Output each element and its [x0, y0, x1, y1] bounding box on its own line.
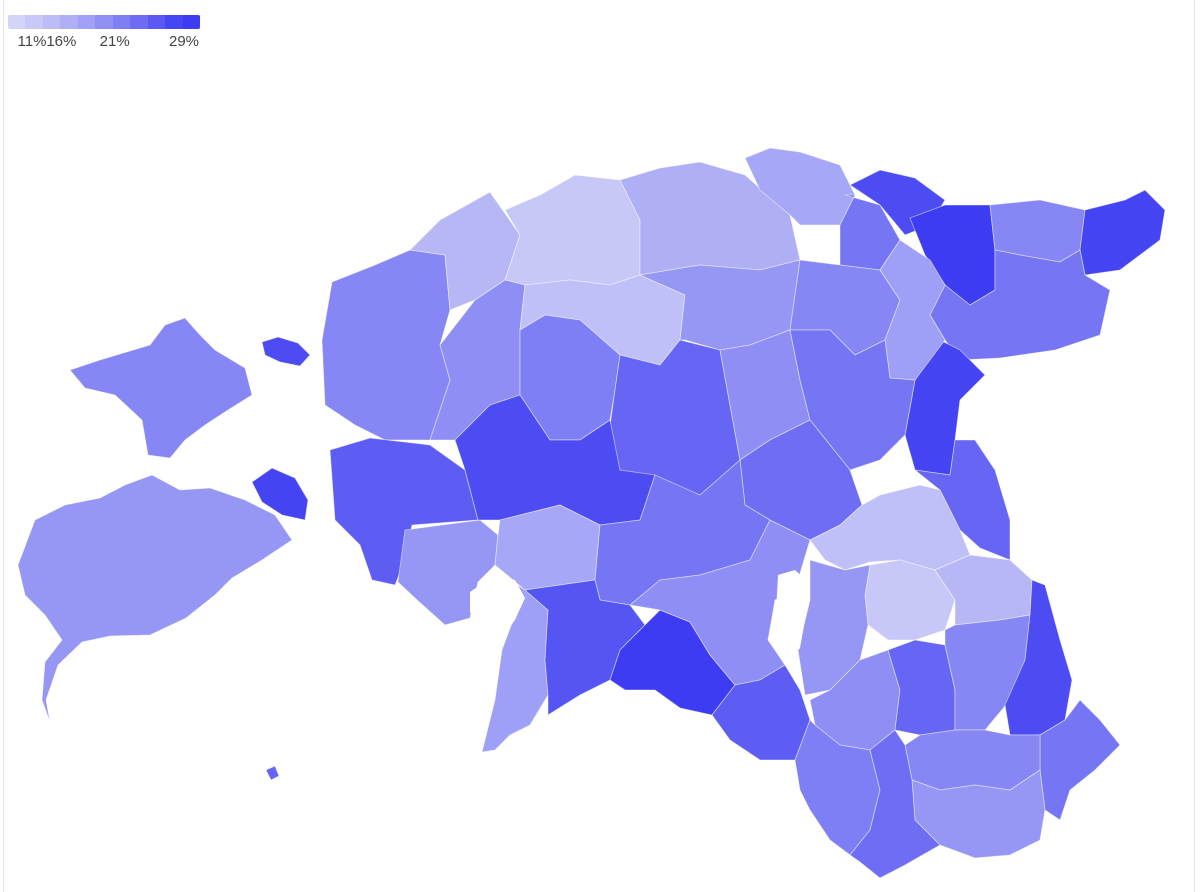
legend-tick-21: 21% — [99, 33, 130, 50]
region-tallinn-center[interactable] — [504, 174, 641, 286]
region-lanemaa-north[interactable] — [321, 249, 451, 441]
region-karksi[interactable] — [711, 664, 811, 761]
lake-vortsjarv — [776, 570, 808, 660]
legend-step-1 — [25, 15, 43, 29]
region-rouge[interactable] — [849, 729, 941, 879]
region-rakvere[interactable] — [879, 239, 946, 381]
region-vormsi[interactable] — [261, 336, 311, 367]
region-tori[interactable] — [494, 504, 601, 591]
legend-step-10 — [182, 15, 200, 29]
region-iisaku[interactable] — [904, 339, 986, 476]
region-kihnu[interactable] — [265, 765, 280, 781]
legend-step-2 — [42, 15, 61, 29]
legend-step-5 — [95, 15, 113, 29]
legend-tick-11: 11% — [17, 33, 47, 50]
color-legend: 11% 16% 21% 29% — [8, 15, 202, 55]
region-narva[interactable] — [1079, 189, 1166, 276]
legend-tick-16: 16% — [46, 33, 77, 50]
region-viljandi[interactable] — [629, 519, 811, 686]
legend-gradient-bar — [8, 15, 200, 29]
legend-step-0 — [8, 15, 26, 29]
region-hiiumaa[interactable] — [69, 317, 253, 459]
region-antsla[interactable] — [904, 729, 1041, 791]
region-saaremaa[interactable] — [17, 474, 293, 723]
legend-step-7 — [130, 15, 148, 29]
legend-step-9 — [165, 15, 183, 29]
lake-parnu-bay — [470, 575, 525, 640]
map-frame — [3, 0, 1195, 892]
legend-tick-29: 29% — [168, 33, 200, 50]
legend-step-3 — [60, 15, 78, 29]
legend-step-6 — [112, 15, 131, 29]
legend-step-8 — [147, 15, 166, 29]
region-alutaguse[interactable] — [929, 249, 1111, 361]
legend-step-4 — [77, 15, 96, 29]
region-tartu-north[interactable] — [809, 484, 971, 571]
region-muhu[interactable] — [251, 467, 309, 521]
